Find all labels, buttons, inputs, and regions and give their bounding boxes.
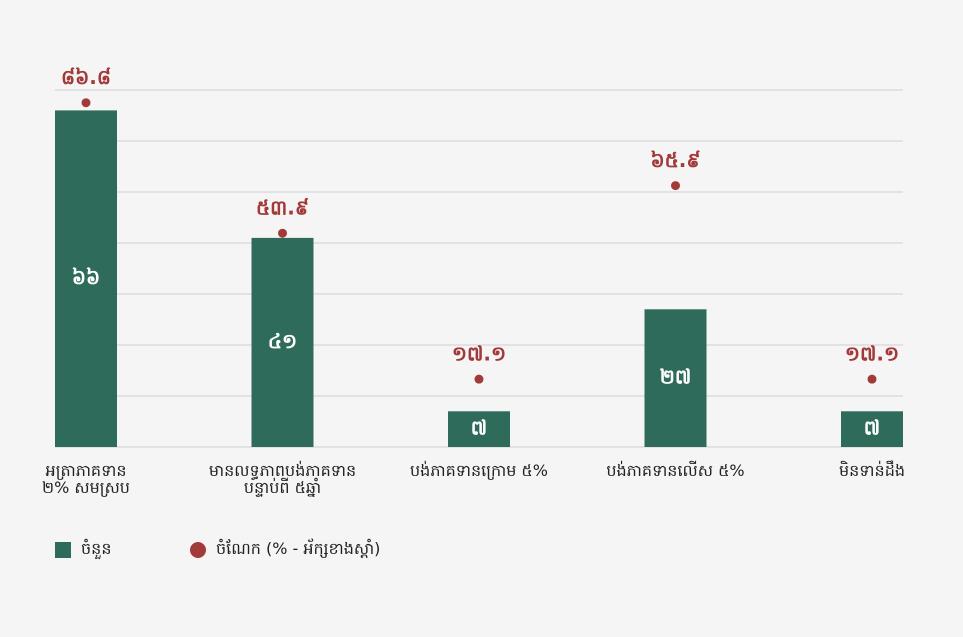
- x-tick-label: អត្រាភាគទាន ២% សមស្រប: [42, 461, 130, 497]
- bar: [251, 237, 314, 447]
- bar-label: ៧: [864, 416, 880, 440]
- bar-label: ៦៦: [72, 265, 100, 289]
- dot-label: ៨៦.៨: [61, 65, 111, 89]
- bar: [644, 309, 707, 447]
- bar-label: ២៧: [660, 365, 692, 389]
- x-tick-label: បង់ភាគទានក្រោម ៥%: [410, 461, 548, 480]
- dot: [81, 98, 91, 108]
- dot: [278, 228, 287, 238]
- legend-label: ចំនួន: [81, 539, 112, 558]
- legend-item: ចំណែក (% - អ័ក្សខាងស្តាំ): [190, 538, 380, 562]
- bar: [448, 411, 510, 447]
- dot-label: ១៧.១: [452, 342, 506, 366]
- bar: [55, 110, 117, 448]
- bar-label: ៤១: [268, 329, 297, 353]
- bar-label: ៧: [471, 416, 487, 440]
- x-tick-label: បង់ភាគទានលើស ៥%: [606, 461, 745, 480]
- legend-swatch: [55, 542, 71, 558]
- dot: [867, 374, 877, 384]
- dot-label: ៥៣.៩: [256, 196, 309, 220]
- x-tick-label: មិនទាន់ដឹង: [838, 461, 905, 480]
- legend-label: ចំណែក (% - អ័ក្សខាងស្តាំ): [216, 539, 381, 558]
- dot: [474, 374, 484, 384]
- x-tick-label: មានលទ្ធភាពបង់ភាគទាន បន្ទាប់ពី ៥ឆ្នាំ: [208, 461, 357, 497]
- legend-item: ចំនួន: [55, 538, 111, 562]
- dot-label: ៦៥.៩: [650, 148, 700, 172]
- legend-swatch: [190, 542, 206, 558]
- dot: [671, 181, 680, 191]
- dot-label: ១៧.១: [845, 342, 899, 366]
- bar: [841, 411, 903, 447]
